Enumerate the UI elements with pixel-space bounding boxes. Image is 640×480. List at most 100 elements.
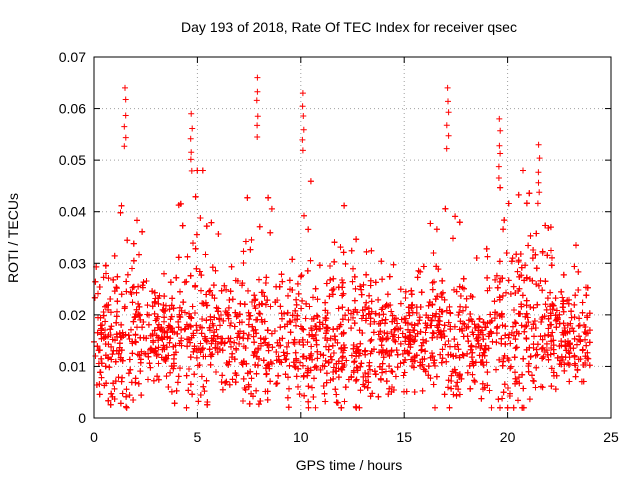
data-point — [188, 167, 195, 174]
data-point — [389, 312, 396, 319]
data-point — [309, 384, 315, 391]
data-point — [102, 363, 109, 370]
data-point — [247, 246, 254, 253]
data-point — [242, 345, 249, 351]
data-point — [152, 347, 159, 354]
data-point — [187, 156, 194, 163]
data-point — [131, 314, 138, 321]
data-point — [379, 276, 386, 283]
data-point — [566, 350, 573, 357]
y-tick-label: 0.05 — [59, 152, 86, 168]
data-point — [197, 340, 204, 347]
data-point — [390, 261, 397, 268]
data-point — [571, 352, 578, 359]
data-point — [159, 306, 166, 313]
data-point — [427, 220, 434, 227]
data-point — [531, 333, 537, 340]
data-point — [200, 353, 207, 360]
data-point — [309, 356, 316, 363]
data-point — [450, 391, 457, 398]
data-point — [314, 355, 321, 362]
data-point — [161, 346, 168, 353]
data-point — [192, 245, 199, 252]
data-point — [193, 231, 200, 238]
data-point — [397, 340, 404, 347]
data-point — [429, 279, 436, 286]
data-point — [175, 373, 182, 380]
data-point — [187, 272, 194, 279]
y-tick-label: 0.04 — [59, 204, 86, 220]
data-point — [316, 319, 323, 326]
data-point — [351, 273, 358, 280]
data-point — [223, 286, 230, 293]
data-point — [252, 361, 259, 368]
data-point — [375, 393, 382, 400]
data-point — [240, 375, 247, 382]
data-point — [494, 284, 501, 291]
data-point — [445, 377, 452, 384]
data-point — [475, 334, 482, 341]
data-point — [339, 316, 346, 323]
data-point — [253, 387, 260, 394]
data-point — [515, 397, 521, 404]
data-point — [232, 370, 239, 377]
data-point — [229, 296, 236, 303]
data-point — [246, 316, 253, 323]
data-point — [137, 368, 144, 375]
data-point — [151, 289, 158, 296]
data-point — [353, 348, 360, 355]
data-point — [532, 325, 539, 331]
data-point — [497, 184, 504, 191]
data-point — [327, 335, 334, 342]
data-point — [414, 330, 421, 337]
data-point — [301, 392, 308, 399]
data-point — [538, 345, 545, 352]
data-point — [91, 294, 98, 301]
data-point — [378, 306, 385, 313]
data-point — [151, 349, 157, 355]
data-point — [184, 253, 191, 260]
data-point — [350, 345, 357, 352]
data-point — [97, 369, 103, 376]
data-point — [160, 342, 167, 349]
data-point — [548, 247, 554, 254]
data-point — [484, 274, 491, 281]
data-point — [139, 324, 146, 331]
data-point — [524, 314, 531, 321]
data-point — [155, 360, 162, 367]
data-point — [378, 349, 385, 356]
data-point — [456, 219, 463, 226]
data-point — [513, 344, 520, 351]
data-point — [114, 333, 121, 340]
data-point — [181, 279, 188, 286]
data-point — [492, 309, 499, 316]
data-point — [479, 352, 486, 359]
data-point — [575, 356, 582, 363]
data-point — [446, 303, 453, 310]
data-point — [339, 360, 345, 367]
data-point — [408, 291, 415, 298]
data-point — [533, 265, 540, 272]
data-point — [235, 330, 242, 337]
data-point — [161, 270, 167, 277]
data-point — [108, 309, 114, 316]
data-point — [246, 400, 253, 407]
data-point — [306, 303, 313, 310]
data-point — [110, 380, 117, 387]
data-point — [138, 348, 145, 355]
data-point — [111, 252, 118, 259]
data-point — [184, 336, 191, 343]
data-point — [445, 109, 452, 116]
data-point — [552, 295, 559, 302]
data-point — [219, 372, 226, 379]
data-point — [245, 331, 252, 338]
data-point — [299, 336, 306, 343]
data-point — [558, 288, 565, 295]
data-point — [564, 297, 571, 304]
data-point — [143, 278, 150, 284]
data-point — [254, 134, 261, 140]
data-point — [484, 253, 491, 260]
data-point — [189, 303, 196, 310]
data-point — [399, 330, 406, 337]
data-point — [274, 380, 281, 387]
